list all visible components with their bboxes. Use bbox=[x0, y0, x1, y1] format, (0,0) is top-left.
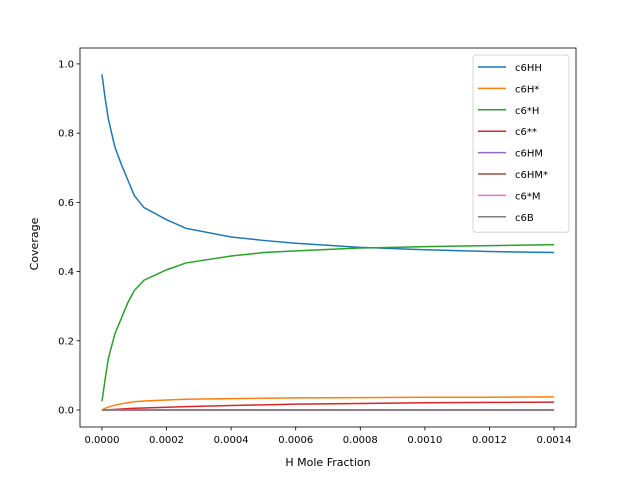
y-tick-label: 0.4 bbox=[58, 267, 74, 278]
x-tick-label: 0.0010 bbox=[407, 435, 442, 446]
x-tick-label: 0.0008 bbox=[343, 435, 378, 446]
legend-label: c6HM bbox=[515, 149, 543, 160]
y-tick-label: 1.0 bbox=[58, 59, 74, 70]
y-tick-label: 0.2 bbox=[58, 336, 74, 347]
y-tick-label: 0.8 bbox=[58, 129, 74, 140]
series-line bbox=[101, 243, 555, 402]
y-tick-label: 0.6 bbox=[58, 198, 74, 209]
x-tick-label: 0.0012 bbox=[472, 435, 507, 446]
x-tick-label: 0.0006 bbox=[278, 435, 313, 446]
x-tick-label: 0.0004 bbox=[214, 435, 249, 446]
legend-box bbox=[472, 54, 570, 233]
y-tick-label: 0.0 bbox=[58, 406, 74, 417]
legend-label: c6HH bbox=[515, 63, 542, 74]
legend-label: c6** bbox=[515, 127, 537, 138]
plot-frame bbox=[79, 47, 577, 428]
legend-label: c6HM* bbox=[515, 170, 548, 181]
x-tick-label: 0.0014 bbox=[537, 435, 572, 446]
legend-label: c6*H bbox=[515, 106, 539, 117]
legend-label: c6*M bbox=[515, 191, 541, 202]
series-line bbox=[101, 401, 555, 411]
legend-label: c6H* bbox=[515, 84, 539, 95]
series-line bbox=[101, 396, 555, 411]
y-axis-label: Coverage bbox=[28, 217, 41, 270]
legend-label: c6B bbox=[515, 213, 534, 224]
x-tick-label: 0.0002 bbox=[149, 435, 184, 446]
x-axis-label: H Mole Fraction bbox=[285, 456, 370, 469]
x-tick-label: 0.0000 bbox=[84, 435, 119, 446]
